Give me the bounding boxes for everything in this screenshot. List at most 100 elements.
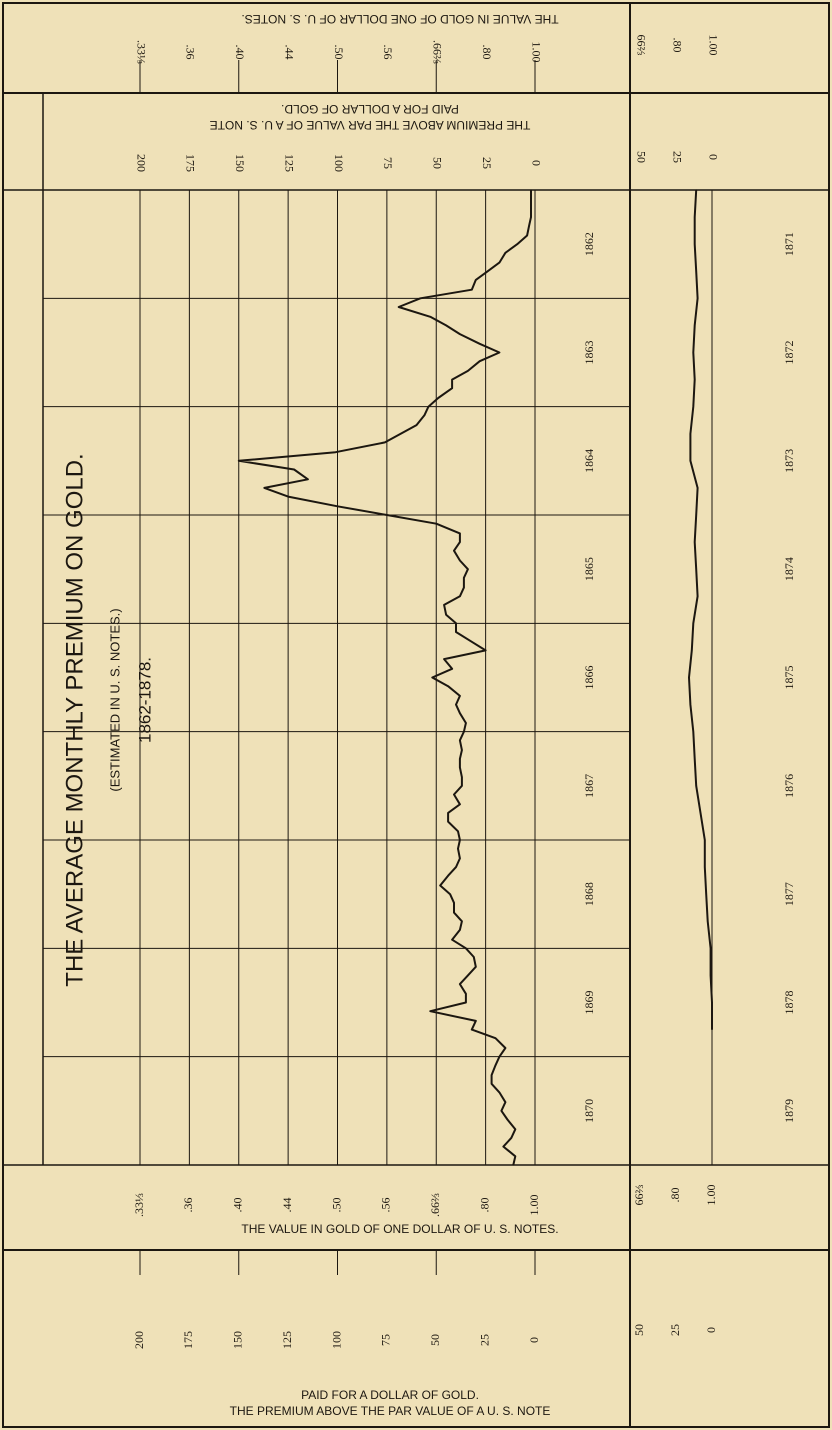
data-point bbox=[504, 1047, 506, 1049]
data-point bbox=[459, 333, 461, 335]
data-point bbox=[504, 1101, 506, 1103]
data-point bbox=[491, 1074, 493, 1076]
premium-tick-label: 175 bbox=[184, 154, 198, 172]
data-point bbox=[530, 189, 532, 191]
value-tick-label: 66⅔ bbox=[634, 35, 648, 56]
data-point bbox=[694, 324, 696, 326]
data-point bbox=[475, 1020, 477, 1022]
data-point bbox=[528, 225, 530, 227]
data-point bbox=[707, 920, 709, 922]
data-point bbox=[443, 604, 445, 606]
value-tick-label: .66⅔ bbox=[428, 1193, 442, 1217]
data-point bbox=[697, 487, 699, 489]
data-point bbox=[455, 866, 457, 868]
data-point bbox=[429, 316, 431, 318]
premium-axis-title-bottom: THE PREMIUM ABOVE THE PAR VALUE OF A U. … bbox=[230, 1404, 551, 1418]
data-point bbox=[439, 884, 441, 887]
data-point bbox=[689, 704, 692, 706]
data-point bbox=[384, 441, 386, 443]
data-point bbox=[704, 839, 706, 841]
data-point bbox=[451, 668, 453, 670]
chart-title: THE AVERAGE MONTHLY PREMIUM ON GOLD. bbox=[61, 453, 88, 986]
chart-subtitle: (ESTIMATED IN U. S. NOTES.) bbox=[107, 608, 122, 791]
year-label: 1870 bbox=[582, 1099, 596, 1123]
data-point bbox=[514, 1128, 516, 1130]
data-point bbox=[699, 812, 702, 814]
value-tick-label: .80 bbox=[480, 45, 494, 60]
data-point bbox=[461, 920, 463, 922]
data-point bbox=[689, 460, 692, 462]
value-tick-label: .56 bbox=[379, 1198, 393, 1213]
value-tick-label: .36 bbox=[181, 1198, 195, 1213]
data-point bbox=[692, 731, 694, 733]
data-point bbox=[459, 758, 461, 760]
premium-tick-label: 200 bbox=[134, 154, 148, 172]
data-point bbox=[491, 1083, 493, 1085]
data-point bbox=[453, 912, 455, 914]
year-label: 1872 bbox=[782, 341, 796, 365]
data-point bbox=[467, 370, 469, 372]
data-point bbox=[447, 812, 449, 814]
data-point bbox=[449, 893, 451, 895]
year-label: 1868 bbox=[582, 882, 596, 906]
data-point bbox=[459, 712, 461, 714]
data-point bbox=[447, 821, 449, 823]
data-point bbox=[455, 704, 457, 706]
data-point bbox=[502, 1146, 504, 1148]
data-point bbox=[451, 939, 453, 941]
data-point bbox=[459, 803, 461, 805]
data-point bbox=[423, 414, 425, 416]
premium-tick-label: 100 bbox=[332, 154, 346, 172]
data-point bbox=[435, 523, 437, 525]
value-tick-label: .80 bbox=[477, 1198, 491, 1213]
premium-tick-label: 175 bbox=[181, 1331, 195, 1349]
data-point bbox=[465, 947, 467, 949]
data-point bbox=[475, 279, 477, 281]
data-point bbox=[459, 983, 461, 985]
data-point bbox=[512, 1164, 514, 1166]
data-point bbox=[705, 893, 707, 895]
data-point bbox=[415, 424, 418, 426]
data-point bbox=[445, 614, 447, 616]
premium-tick-label: 25 bbox=[480, 157, 494, 169]
premium-axis-title-top: PAID FOR A DOLLAR OF GOLD. bbox=[281, 102, 459, 116]
premium-tick-label: 25 bbox=[668, 1324, 682, 1336]
premium-tick-label: 0 bbox=[704, 1327, 718, 1333]
premium-tick-label: 200 bbox=[132, 1331, 146, 1349]
data-point bbox=[459, 739, 461, 741]
data-point bbox=[398, 306, 400, 308]
premium-tick-label: 150 bbox=[233, 154, 247, 172]
data-point bbox=[694, 758, 696, 760]
value-tick-label: 1.00 bbox=[706, 35, 720, 56]
value-tick-label: .50 bbox=[332, 45, 346, 60]
data-point bbox=[498, 262, 500, 264]
value-axis-title-top: THE VALUE IN GOLD OF ONE DOLLAR OF U. S.… bbox=[241, 12, 558, 26]
value-tick-label: .40 bbox=[233, 45, 247, 60]
data-point bbox=[694, 379, 696, 381]
data-point bbox=[447, 875, 449, 877]
premium-axis-title-bottom: PAID FOR A DOLLAR OF GOLD. bbox=[301, 1388, 479, 1402]
data-point bbox=[500, 1110, 502, 1112]
data-point bbox=[459, 541, 461, 543]
data-point bbox=[692, 622, 694, 624]
data-point bbox=[467, 974, 469, 977]
data-point bbox=[694, 216, 696, 218]
premium-tick-label: 50 bbox=[428, 1334, 442, 1346]
data-point bbox=[451, 379, 453, 381]
value-tick-label: .33⅓ bbox=[132, 1193, 146, 1217]
premium-tick-label: 50 bbox=[632, 1324, 646, 1336]
value-tick-label: .44 bbox=[282, 45, 296, 60]
data-point bbox=[400, 433, 402, 435]
data-point bbox=[459, 695, 461, 697]
premium-tick-label: 0 bbox=[706, 154, 720, 160]
data-point bbox=[689, 433, 692, 435]
data-point bbox=[530, 207, 532, 209]
year-label: 1864 bbox=[582, 449, 596, 473]
data-point bbox=[694, 541, 696, 543]
data-point bbox=[695, 270, 697, 272]
data-point bbox=[465, 993, 467, 995]
data-point bbox=[459, 559, 461, 562]
data-point bbox=[453, 550, 455, 552]
year-label: 1869 bbox=[582, 991, 596, 1015]
data-point bbox=[691, 649, 693, 652]
